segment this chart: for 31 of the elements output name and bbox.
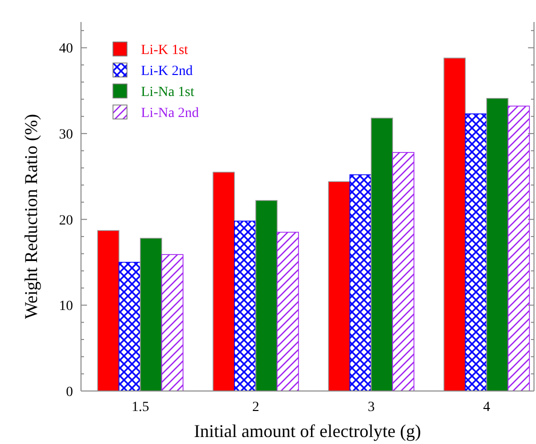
y-tick-label: 10 (59, 299, 73, 314)
bar (392, 152, 414, 392)
bar (212, 172, 235, 392)
legend-label: Li-Na 2nd (141, 106, 199, 121)
bar (234, 220, 256, 392)
bar (97, 230, 120, 392)
bar (508, 106, 530, 392)
bar (444, 58, 466, 392)
bar (118, 262, 141, 392)
bar (161, 254, 184, 392)
y-tick-label: 20 (59, 213, 73, 228)
x-tick-label: 1.5 (132, 400, 150, 415)
y-tick-label: 0 (66, 384, 73, 400)
bar (140, 238, 162, 392)
y-tick-label: 30 (59, 127, 73, 142)
x-tick-label: 4 (483, 400, 490, 415)
y-tick-label: 40 (59, 42, 73, 57)
x-tick-label: 2 (252, 400, 260, 415)
bar (464, 113, 488, 392)
bar (370, 118, 393, 392)
bar (276, 232, 299, 392)
y-axis-title: Weight Reduction Ratio (%) (21, 114, 41, 320)
bar (349, 174, 372, 392)
legend-label: Li-Na 1st (141, 84, 194, 100)
x-tick-label: 3 (368, 400, 375, 415)
legend-label: Li-K 1st (141, 42, 188, 58)
bar (255, 200, 278, 392)
bar (486, 98, 508, 392)
bar (328, 181, 350, 392)
legend-label: Li-K 2nd (141, 64, 193, 79)
x-axis-title: Initial amount of electrolyte (g) (194, 421, 421, 441)
